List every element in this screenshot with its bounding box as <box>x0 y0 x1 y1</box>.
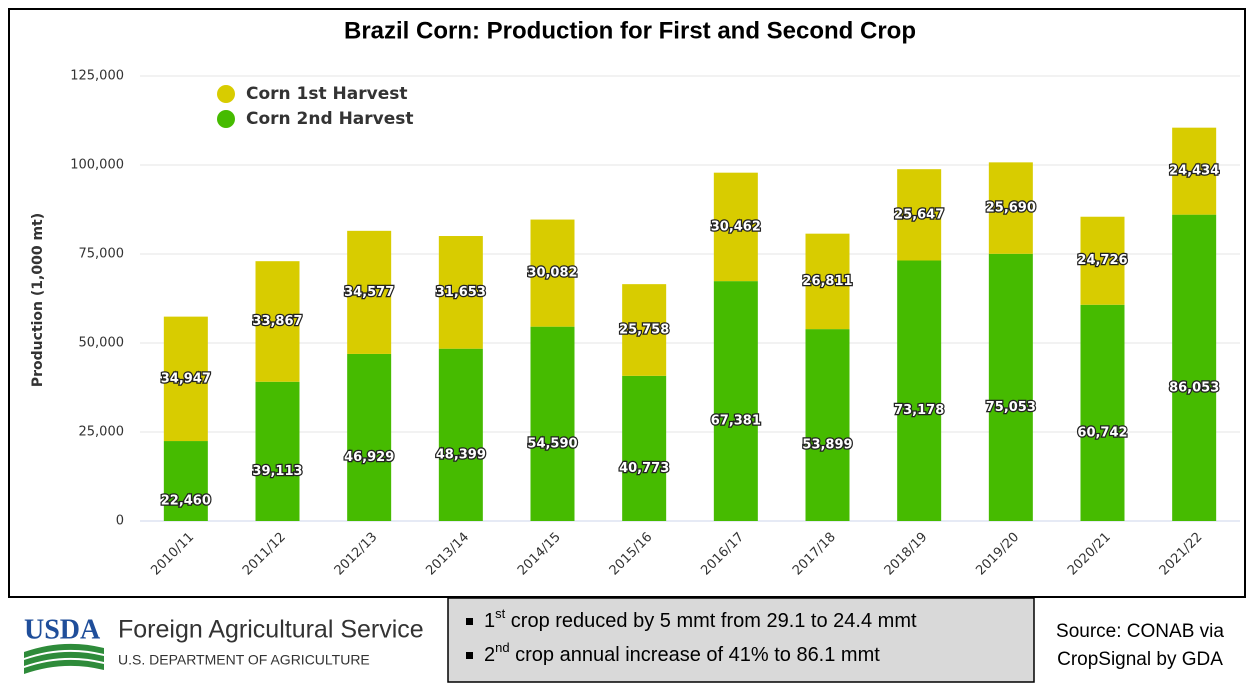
data-label: 53,899 <box>802 438 852 453</box>
data-label: 73,178 <box>894 403 944 418</box>
note-text: crop annual increase of 41% to 86.1 mmt <box>510 644 881 666</box>
bar-segment <box>805 233 850 330</box>
note: 2nd crop annual increase of 41% to 86.1 … <box>484 640 880 666</box>
legend-label: Corn 1st Harvest <box>246 84 408 104</box>
data-label: 26,811 <box>802 274 852 289</box>
data-label: 39,113 <box>252 464 302 479</box>
logo-waves <box>24 643 104 674</box>
data-label: 25,758 <box>619 322 669 337</box>
bar-segment <box>255 261 300 382</box>
logo-text: USDA <box>24 614 101 645</box>
data-label: 33,867 <box>252 314 302 329</box>
bar-segment <box>163 316 208 442</box>
bar-segment <box>622 284 667 376</box>
note-sup: nd <box>495 640 509 655</box>
bar-segment <box>988 162 1033 254</box>
bar-segment <box>713 172 758 282</box>
bar-segment <box>163 441 208 521</box>
bar-segment <box>530 326 575 521</box>
data-label: 25,690 <box>986 201 1036 216</box>
data-label: 31,653 <box>436 285 486 300</box>
bar-segment <box>1172 214 1217 522</box>
source: CropSignal by GDA <box>1057 649 1223 670</box>
data-label: 22,460 <box>161 494 211 509</box>
y-tick-label: 100,000 <box>70 158 124 173</box>
data-label: 30,082 <box>527 266 577 281</box>
data-label: 25,647 <box>894 207 944 222</box>
y-tick-label: 50,000 <box>79 336 125 351</box>
department: U.S. DEPARTMENT OF AGRICULTURE <box>118 652 370 668</box>
bar-segment <box>530 219 575 327</box>
bar-segment <box>988 253 1033 521</box>
legend-label: Corn 2nd Harvest <box>246 109 414 129</box>
y-tick-label: 25,000 <box>79 425 125 440</box>
bar-segment <box>805 329 850 521</box>
notes-box <box>447 597 1035 683</box>
bullet <box>466 618 473 625</box>
bar-segment <box>438 348 483 521</box>
data-label: 30,462 <box>711 219 761 234</box>
notes: 1st crop reduced by 5 mmt from 29.1 to 2… <box>466 606 917 666</box>
chart-title: Brazil Corn: Production for First and Se… <box>344 17 916 44</box>
bar-segment <box>255 381 300 521</box>
data-label: 54,590 <box>527 436 577 451</box>
bar-segment <box>713 281 758 521</box>
note-lead: 2 <box>484 644 495 666</box>
data-label: 48,399 <box>436 447 486 462</box>
data-label: 75,053 <box>986 400 1036 415</box>
bar-segment <box>897 260 942 521</box>
data-label: 40,773 <box>619 461 669 476</box>
note-sup: st <box>495 606 506 621</box>
bar-segment <box>347 230 392 354</box>
note-lead: 1 <box>484 610 495 632</box>
bar-segment <box>622 375 667 521</box>
bar-segment <box>897 169 942 261</box>
y-axis-label: Production (1,000 mt) <box>30 213 46 387</box>
bar-segment <box>1080 304 1125 521</box>
y-tick-label: 125,000 <box>70 69 124 84</box>
data-label: 86,053 <box>1169 380 1219 395</box>
source: Source: CONAB via <box>1056 621 1224 642</box>
data-label: 34,577 <box>344 285 394 300</box>
data-label: 24,434 <box>1169 164 1219 179</box>
legend-marker <box>217 110 235 128</box>
agency: Foreign Agricultural Service <box>118 616 424 644</box>
data-label: 60,742 <box>1077 425 1127 440</box>
data-label: 34,947 <box>161 371 211 386</box>
data-label: 67,381 <box>711 414 761 429</box>
data-label: 24,726 <box>1077 253 1127 268</box>
data-label: 46,929 <box>344 450 394 465</box>
bar-segment <box>347 353 392 521</box>
y-tick-label: 75,000 <box>79 247 125 262</box>
bar-segment <box>1080 216 1125 305</box>
bullet <box>466 652 473 659</box>
bar-segment <box>1172 127 1217 215</box>
note-text: crop reduced by 5 mmt from 29.1 to 24.4 … <box>505 610 917 632</box>
y-tick-label: 0 <box>116 514 124 529</box>
note: 1st crop reduced by 5 mmt from 29.1 to 2… <box>484 606 917 632</box>
legend-marker <box>217 85 235 103</box>
bar-segment <box>438 236 483 349</box>
